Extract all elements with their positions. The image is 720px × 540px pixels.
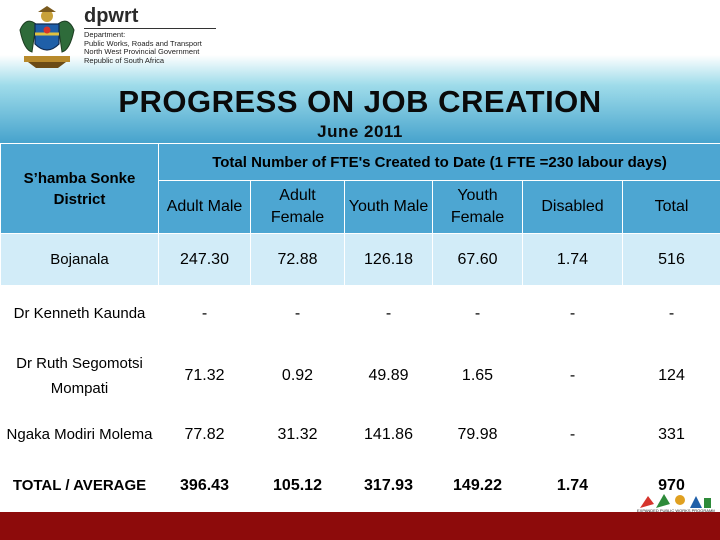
org-abbreviation: dpwrt (84, 5, 139, 27)
column-header: Youth Male (344, 180, 433, 234)
value-cell: 67.60 (432, 233, 523, 286)
value-cell: 516 (621, 233, 720, 286)
value-cell: 105.12 (250, 459, 345, 512)
epwp-logo-icon (640, 494, 711, 508)
table-row: Dr Ruth Segomotsi Mompati 71.32 0.92 49.… (0, 341, 720, 410)
value-cell: 1.74 (522, 459, 623, 512)
value-cell: 77.82 (158, 409, 251, 460)
footer-bar (0, 512, 720, 540)
slide-title: PROGRESS ON JOB CREATION (118, 84, 602, 119)
value-cell: - (158, 285, 251, 342)
org-line: Department: (84, 30, 126, 39)
value-cell: - (344, 285, 433, 342)
department-logo: dpwrt Department: Public Works, Roads an… (6, 4, 246, 68)
value-cell: 49.89 (344, 341, 433, 410)
org-divider (84, 28, 216, 29)
fte-group-header: Total Number of FTE's Created to Date (1… (157, 143, 720, 181)
job-creation-table: S’hamba Sonke District Total Number of F… (0, 143, 720, 512)
district-cell: Bojanala (0, 233, 159, 286)
slide-subtitle: June 2011 (317, 122, 403, 141)
org-name-lines: Department: Public Works, Roads and Tran… (84, 30, 202, 65)
org-line: Republic of South Africa (84, 55, 165, 65)
value-cell: 1.74 (522, 233, 623, 286)
column-header: Adult Female (250, 180, 345, 234)
district-cell: Dr Ruth Segomotsi Mompati (0, 341, 159, 410)
table-row: Dr Kenneth Kaunda - - - - - - (0, 285, 720, 342)
district-cell: Dr Kenneth Kaunda (0, 285, 159, 342)
org-line: North West Provincial Government (84, 47, 200, 57)
table-row-total: TOTAL / AVERAGE 396.43 105.12 317.93 149… (0, 459, 720, 512)
value-cell: - (522, 341, 623, 410)
value-cell: 79.98 (432, 409, 523, 460)
value-cell: 0.92 (250, 341, 345, 410)
epwp-logo-text: EXPANDED PUBLIC WORKS PROGRAMME (637, 508, 715, 513)
value-cell: - (250, 285, 345, 342)
value-cell: 317.93 (344, 459, 433, 512)
value-cell: 970 (621, 459, 720, 512)
value-cell: 1.65 (432, 341, 523, 410)
table-row: Ngaka Modiri Molema 77.82 31.32 141.86 7… (0, 409, 720, 460)
value-cell: 31.32 (250, 409, 345, 460)
value-cell: 247.30 (158, 233, 251, 286)
coat-of-arms-icon (19, 6, 75, 68)
district-header: S’hamba Sonke District (0, 143, 159, 234)
district-cell: Ngaka Modiri Molema (0, 409, 159, 460)
district-cell: TOTAL / AVERAGE (0, 459, 159, 512)
value-cell: 331 (621, 409, 720, 460)
value-cell: - (621, 285, 720, 342)
value-cell: 396.43 (158, 459, 251, 512)
header-background (0, 0, 720, 150)
value-cell: 72.88 (250, 233, 345, 286)
value-cell: - (522, 285, 623, 342)
column-header: Youth Female (432, 180, 523, 234)
table-row: Bojanala 247.30 72.88 126.18 67.60 1.74 … (0, 233, 720, 286)
value-cell: 71.32 (158, 341, 251, 410)
value-cell: - (432, 285, 523, 342)
value-cell: 124 (621, 341, 720, 410)
column-header: Adult Male (158, 180, 251, 234)
value-cell: 141.86 (344, 409, 433, 460)
column-header: Disabled (522, 180, 623, 234)
value-cell: 126.18 (344, 233, 433, 286)
value-cell: - (522, 409, 623, 460)
value-cell: 149.22 (432, 459, 523, 512)
column-header: Total (621, 180, 720, 234)
org-line: Public Works, Roads and Transport (84, 38, 202, 48)
